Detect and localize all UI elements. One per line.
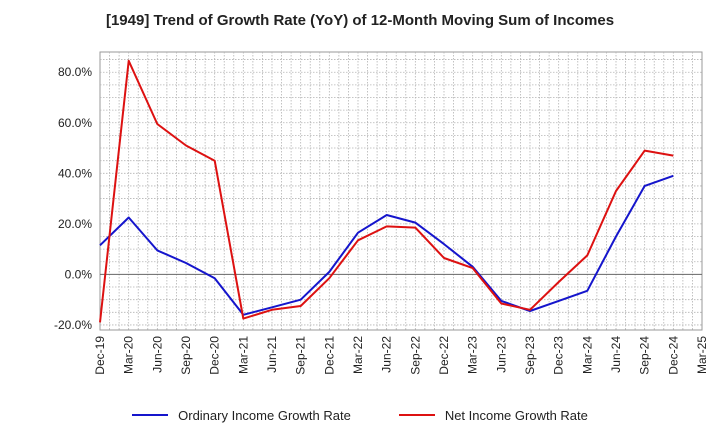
legend-item-ordinary-income: Ordinary Income Growth Rate: [132, 408, 351, 423]
x-tick-label: Dec-21: [322, 336, 336, 375]
x-tick-label: Dec-24: [666, 336, 680, 375]
series-line-net-income: [99, 59, 674, 323]
y-tick-label: 40.0%: [58, 166, 92, 180]
y-axis-tick-labels: -20.0% 0.0% 20.0% 40.0% 60.0% 80.0%: [54, 65, 92, 332]
x-tick-label: Jun-22: [380, 336, 394, 373]
legend-label-net-income: Net Income Growth Rate: [444, 407, 588, 423]
series-lines: [99, 59, 674, 323]
x-tick-label: Mar-23: [466, 336, 480, 374]
x-tick-label: Jun-20: [150, 336, 164, 373]
x-tick-label: Dec-22: [437, 336, 451, 375]
x-tick-label: Jun-21: [265, 336, 279, 373]
legend-swatch-ordinary-income: [132, 414, 169, 416]
y-tick-label: -20.0%: [54, 318, 92, 332]
x-tick-label: Dec-19: [93, 336, 107, 375]
y-tick-label: 0.0%: [65, 267, 93, 281]
x-tick-label: Mar-24: [580, 336, 594, 374]
plot-area: [99, 51, 703, 331]
chart-title: [1949] Trend of Growth Rate (YoY) of 12-…: [105, 12, 615, 29]
x-tick-label: Mar-22: [351, 336, 365, 374]
x-tick-label: Dec-23: [552, 336, 566, 375]
x-tick-label: Jun-24: [609, 336, 623, 373]
vertical-grid: [109, 52, 693, 330]
x-tick-label: Sep-23: [523, 336, 537, 375]
y-tick-label: 80.0%: [58, 65, 92, 79]
x-tick-label: Sep-22: [408, 336, 422, 375]
x-tick-label: Mar-25: [695, 336, 709, 374]
legend-label-ordinary-income: Ordinary Income Growth Rate: [178, 407, 351, 423]
y-tick-label: 60.0%: [58, 116, 92, 130]
legend-swatch-net-income: [398, 414, 435, 416]
x-tick-label: Sep-20: [179, 336, 193, 375]
x-tick-label: Jun-23: [494, 336, 508, 373]
legend-item-net-income: Net Income Growth Rate: [398, 407, 588, 423]
x-tick-label: Sep-24: [638, 336, 652, 375]
x-tick-label: Mar-20: [122, 336, 136, 374]
y-tick-label: 20.0%: [58, 217, 92, 231]
x-tick-label: Mar-21: [236, 336, 250, 374]
x-tick-label: Dec-20: [208, 336, 222, 375]
legend: Ordinary Income Growth Rate Net Income G…: [0, 404, 720, 426]
series-line-ordinary-income: [99, 174, 674, 316]
x-tick-label: Sep-21: [294, 336, 308, 375]
x-axis-tick-labels: Dec-19 Mar-20 Jun-20 Sep-20 Dec-20 Mar-21 Jun-…: [93, 336, 709, 375]
